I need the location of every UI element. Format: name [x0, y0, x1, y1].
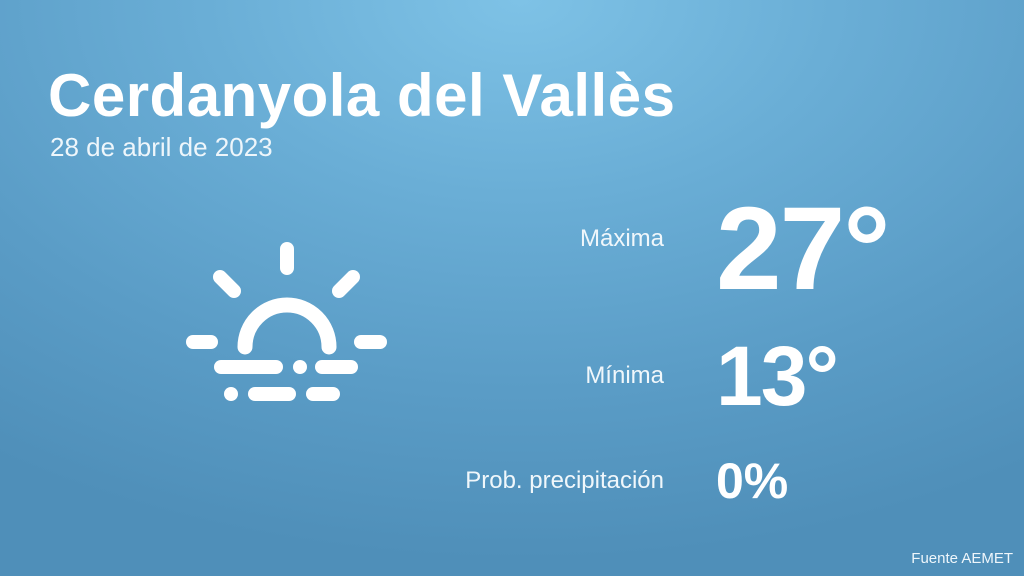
min-temp-value: 13° [716, 329, 839, 423]
forecast-date: 28 de abril de 2023 [50, 132, 273, 162]
max-temp-label: Máxima [579, 225, 664, 252]
source-credit: Fuente AEMET [911, 550, 1013, 567]
sun-rising-fog-icon [186, 242, 387, 401]
min-temp-label: Mínima [585, 362, 664, 389]
precip-label: Prob. precipitación [465, 467, 664, 494]
location-title: Cerdanyola del Vallès [48, 62, 676, 129]
max-temp-value: 27° [716, 183, 890, 315]
precip-value: 0% [716, 453, 789, 509]
